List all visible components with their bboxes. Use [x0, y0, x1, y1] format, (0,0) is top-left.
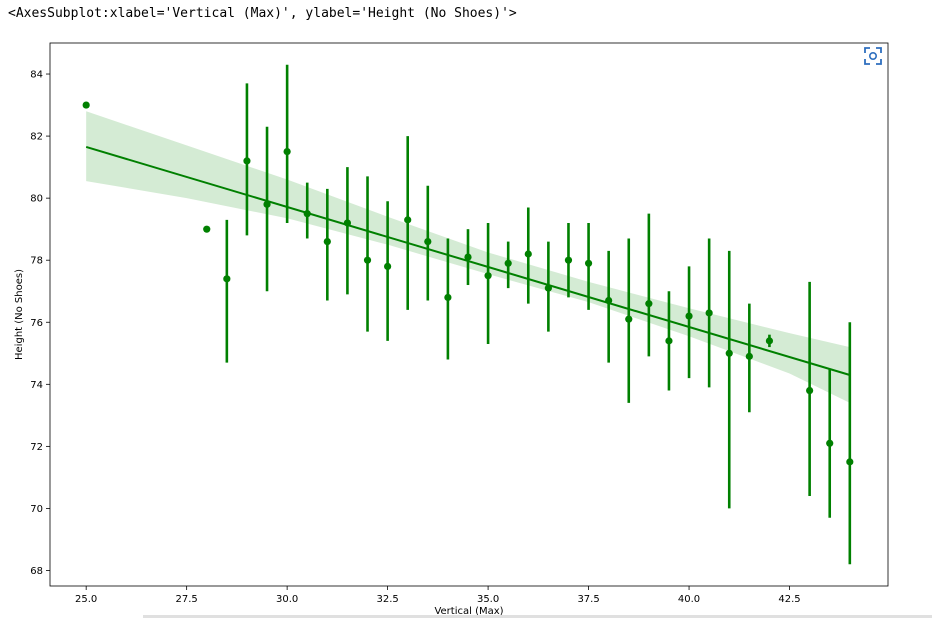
data-point: [484, 272, 492, 280]
data-point: [826, 439, 834, 447]
data-point: [243, 157, 251, 165]
x-tick-label: 42.5: [778, 594, 800, 605]
data-point: [363, 256, 372, 264]
output-scroll-indicator: [143, 615, 932, 618]
data-point: [283, 148, 291, 156]
y-tick-label: 70: [30, 504, 43, 515]
plot-area-frame: [49, 42, 889, 587]
data-point: [645, 300, 653, 308]
x-tick-label: 27.5: [176, 594, 198, 605]
y-tick-label: 84: [30, 70, 43, 81]
y-axis-label: Height (No Shoes): [14, 269, 25, 360]
x-tick-label: 25.0: [75, 594, 97, 605]
data-point: [745, 352, 753, 360]
data-point: [685, 312, 693, 320]
data-point: [846, 458, 854, 466]
data-point: [564, 256, 573, 264]
data-point: [605, 296, 613, 305]
data-point: [464, 253, 472, 261]
data-point: [625, 315, 633, 323]
cell-output-repr: <AxesSubplot:xlabel='Vertical (Max)', yl…: [8, 6, 517, 21]
data-point: [524, 250, 532, 258]
data-point: [263, 200, 271, 208]
x-tick-label: 40.0: [678, 594, 700, 605]
data-point: [424, 237, 432, 246]
x-tick-label: 35.0: [477, 594, 499, 605]
data-point: [544, 284, 552, 292]
data-point: [504, 259, 512, 267]
data-point: [384, 262, 392, 271]
data-point: [82, 101, 90, 109]
x-tick-label: 37.5: [577, 594, 599, 605]
data-point: [765, 337, 774, 345]
data-point: [203, 225, 211, 233]
y-tick-label: 72: [30, 442, 43, 453]
y-tick-label: 82: [30, 132, 43, 143]
y-tick-label: 68: [30, 566, 43, 577]
data-point: [705, 309, 713, 317]
data-point: [404, 216, 412, 224]
x-tick-label: 32.5: [376, 594, 398, 605]
y-tick-label: 76: [30, 318, 43, 329]
data-point: [444, 293, 452, 302]
y-tick-label: 78: [30, 256, 43, 267]
y-tick-label: 80: [30, 194, 43, 205]
data-point: [303, 210, 311, 218]
data-point: [725, 349, 733, 357]
x-axis-label: Vertical (Max): [434, 606, 503, 617]
data-point: [323, 237, 331, 246]
y-tick-label: 74: [30, 380, 43, 391]
data-point: [584, 259, 593, 267]
data-point: [343, 219, 352, 227]
data-point: [665, 337, 673, 345]
data-point: [806, 386, 814, 395]
data-point: [223, 275, 231, 283]
focus-mode-button[interactable]: [862, 45, 884, 67]
x-tick-label: 30.0: [276, 594, 298, 605]
fullscreen-focus-icon: [864, 47, 882, 65]
